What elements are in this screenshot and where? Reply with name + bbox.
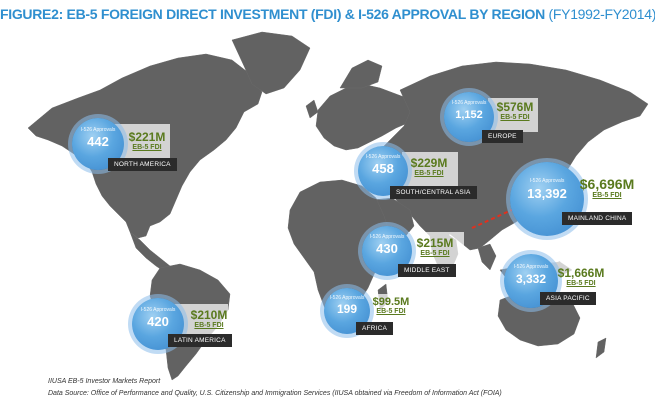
africa-fdi-label: EB-5 FDI bbox=[376, 308, 406, 315]
uk-landmass bbox=[305, 99, 319, 119]
latin-america-approvals-caption: I-526 Approvals bbox=[140, 307, 176, 313]
north-america-region-name: NORTH AMERICA bbox=[114, 161, 171, 168]
mainland-china-fdi-label: EB-5 FDI bbox=[592, 192, 622, 199]
asia-pacific-fdi: $1,666M EB-5 FDI bbox=[552, 266, 610, 287]
europe-fdi-amount: $576M bbox=[496, 100, 534, 114]
europe-fdi-label: EB-5 FDI bbox=[500, 114, 530, 121]
figure-title-period: (FY1992-FY2014) bbox=[548, 6, 655, 22]
north-america-fdi-amount: $221M bbox=[128, 130, 166, 144]
europe-region-tag: EUROPE bbox=[482, 130, 523, 143]
greenland-landmass bbox=[231, 31, 311, 95]
south-central-asia-fdi: $229M EB-5 FDI bbox=[404, 156, 454, 177]
mainland-china-fdi: $6,696M EB-5 FDI bbox=[574, 176, 640, 199]
new-zealand-landmass bbox=[595, 337, 607, 359]
mainland-china-approvals-value: 13,392 bbox=[527, 186, 567, 201]
asia-pacific-region-name: ASIA PACIFIC bbox=[546, 295, 590, 302]
north-america-fdi-label: EB-5 FDI bbox=[132, 144, 162, 151]
latin-america-fdi-amount: $210M bbox=[190, 308, 228, 322]
latin-america-approvals-bubble: I-526 Approvals 420 bbox=[132, 298, 184, 350]
south-central-asia-approvals-caption: I-526 Approvals bbox=[365, 154, 401, 160]
latin-america-fdi-label: EB-5 FDI bbox=[194, 322, 224, 329]
africa-approvals-value: 199 bbox=[336, 302, 358, 316]
north-america-approvals-caption: I-526 Approvals bbox=[80, 127, 116, 133]
south-central-asia-panel bbox=[402, 152, 458, 186]
middle-east-approvals-caption: I-526 Approvals bbox=[369, 234, 405, 240]
africa-fdi: $99.5M EB-5 FDI bbox=[366, 296, 416, 315]
middle-east-fdi: $215M EB-5 FDI bbox=[410, 236, 460, 257]
latin-america-approvals-value: 420 bbox=[147, 314, 169, 329]
africa-panel bbox=[366, 294, 416, 324]
latin-america-region-name: LATIN AMERICA bbox=[174, 337, 226, 344]
footer-data-source: Data Source: Office of Performance and Q… bbox=[48, 390, 502, 397]
africa-approvals-bubble: I-526 Approvals 199 bbox=[324, 288, 370, 334]
asia-pacific-fdi-label: EB-5 FDI bbox=[566, 280, 596, 287]
asia-pacific-fdi-amount: $1,666M bbox=[557, 266, 605, 280]
latin-america-region-tag: LATIN AMERICA bbox=[168, 334, 232, 347]
middle-east-region-tag: MIDDLE EAST bbox=[398, 264, 456, 277]
africa-approvals-caption: I-526 Approvals bbox=[329, 295, 365, 301]
europe-approvals-value: 1,152 bbox=[455, 109, 483, 121]
scandinavia-landmass bbox=[339, 59, 383, 89]
middle-east-fdi-label: EB-5 FDI bbox=[420, 250, 450, 257]
asia-pacific-approvals-value: 3,332 bbox=[515, 272, 547, 286]
north-america-approvals-value: 442 bbox=[87, 134, 109, 149]
europe-approvals-caption: I-526 Approvals bbox=[451, 100, 487, 106]
europe-panel bbox=[488, 98, 538, 132]
europe-fdi: $576M EB-5 FDI bbox=[490, 100, 540, 121]
south-central-asia-region-name: SOUTH/CENTRAL ASIA bbox=[396, 189, 471, 196]
mainland-china-region-name: MAINLAND CHINA bbox=[568, 215, 627, 222]
figure-title: FIGURE2: EB-5 FOREIGN DIRECT INVESTMENT … bbox=[0, 6, 655, 22]
south-central-asia-region-tag: SOUTH/CENTRAL ASIA bbox=[390, 186, 477, 199]
africa-region-name: AFRICA bbox=[362, 325, 388, 332]
north-america-fdi: $221M EB-5 FDI bbox=[122, 130, 172, 151]
figure-title-main: FIGURE2: EB-5 FOREIGN DIRECT INVESTMENT … bbox=[0, 6, 545, 22]
asia-pacific-approvals-caption: I-526 Approvals bbox=[513, 264, 549, 270]
north-america-region-tag: NORTH AMERICA bbox=[108, 158, 177, 171]
africa-region-tag: AFRICA bbox=[356, 322, 394, 335]
footer-report-name: IIUSA EB-5 Investor Markets Report bbox=[48, 378, 161, 385]
land-masses bbox=[27, 31, 649, 381]
africa-fdi-amount: $99.5M bbox=[372, 296, 410, 308]
europe-region-name: EUROPE bbox=[488, 133, 517, 140]
south-central-asia-fdi-amount: $229M bbox=[410, 156, 448, 170]
middle-east-panel bbox=[408, 232, 464, 264]
latin-america-fdi: $210M EB-5 FDI bbox=[184, 308, 234, 329]
middle-east-region-name: MIDDLE EAST bbox=[404, 267, 450, 274]
north-america-approvals-bubble: I-526 Approvals 442 bbox=[72, 118, 124, 170]
mainland-china-approvals-caption: I-526 Approvals bbox=[529, 178, 565, 184]
south-central-asia-approvals-value: 458 bbox=[372, 161, 394, 176]
middle-east-approvals-value: 430 bbox=[376, 241, 398, 256]
mainland-china-region-tag: MAINLAND CHINA bbox=[562, 212, 633, 225]
south-central-asia-fdi-label: EB-5 FDI bbox=[414, 170, 444, 177]
mainland-china-fdi-amount: $6,696M bbox=[579, 176, 635, 192]
middle-east-fdi-amount: $215M bbox=[416, 236, 454, 250]
asia-pacific-region-tag: ASIA PACIFIC bbox=[540, 292, 596, 305]
asia-pacific-panel bbox=[550, 262, 610, 294]
